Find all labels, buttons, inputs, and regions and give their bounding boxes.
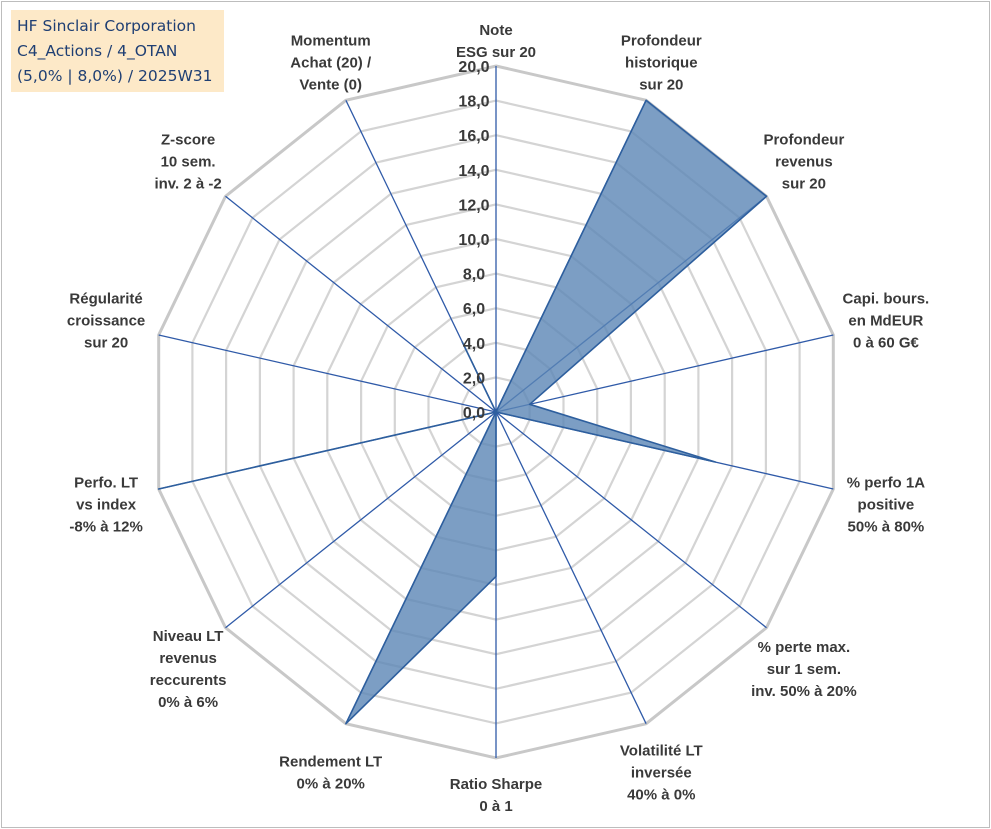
tick-label-1: 2,0 <box>463 370 485 387</box>
title-params: (5,0% | 8,0%) / 2025W31 <box>17 67 213 85</box>
axis-label-9-line-3: 0% à 6% <box>158 694 218 711</box>
axis-label-10-line-1: vs index <box>76 496 137 513</box>
axis-label-4: % perfo 1A positive 50% à 80% <box>847 474 926 535</box>
axis-label-0-line-1: ESG sur 20 <box>456 44 536 61</box>
axis-label-10: Perfo. LT vs index -8% à 12% <box>69 474 142 535</box>
radar-axis-labels: Note ESG sur 20 Profondeur historique sur 20… <box>67 22 929 815</box>
axis-label-2-line-2: sur 20 <box>782 176 826 193</box>
axis-label-6-line-1: inversée <box>631 764 692 781</box>
axis-label-5-line-2: inv. 50% à 20% <box>751 683 857 700</box>
axis-label-12-line-1: 10 sem. <box>161 154 216 171</box>
axis-label-7-line-1: 0 à 1 <box>479 798 512 815</box>
axis-label-11-line-0: Régularité <box>69 291 142 308</box>
axis-label-13: Momentum Achat (20) / Vente (0) <box>290 32 372 93</box>
axis-label-10-line-2: -8% à 12% <box>69 518 142 535</box>
title-company: HF Sinclair Corporation <box>17 17 196 35</box>
tick-label-9: 18,0 <box>458 94 489 111</box>
axis-label-2: Profondeur revenus sur 20 <box>763 132 844 193</box>
tick-label-3: 6,0 <box>463 301 485 318</box>
axis-label-10-line-0: Perfo. LT <box>74 474 138 491</box>
spoke-12 <box>225 195 497 413</box>
axis-label-9-line-2: reccurents <box>150 672 227 689</box>
axis-label-3: Capi. bours. en MdEUR 0 à 60 G€ <box>843 291 930 352</box>
tick-label-0: 0,0 <box>463 405 485 422</box>
axis-label-13-line-1: Achat (20) / <box>290 54 372 71</box>
radar-series <box>157 99 768 725</box>
spoke-3 <box>495 334 834 413</box>
axis-label-9: Niveau LT revenus reccurents 0% à 6% <box>150 628 227 711</box>
axis-label-4-line-1: positive <box>858 496 915 513</box>
tick-label-4: 8,0 <box>463 267 485 284</box>
tick-label-10: 20,0 <box>458 59 489 76</box>
axis-label-5-line-0: % perte max. <box>758 639 851 656</box>
axis-label-2-line-1: revenus <box>775 154 833 171</box>
axis-label-6-line-0: Volatilité LT <box>620 742 703 759</box>
tick-label-8: 16,0 <box>458 128 489 145</box>
axis-label-12: Z-score 10 sem. inv. 2 à -2 <box>154 132 221 193</box>
spoke-6 <box>495 411 647 724</box>
chart-title-box: HF Sinclair Corporation C4_Actions / 4_O… <box>11 10 224 92</box>
axis-label-5-line-1: sur 1 sem. <box>767 661 841 678</box>
axis-label-12-line-0: Z-score <box>161 132 215 149</box>
spoke-11 <box>158 334 497 413</box>
axis-label-2-line-0: Profondeur <box>763 132 844 149</box>
axis-label-1: Profondeur historique sur 20 <box>621 32 702 93</box>
axis-label-7-line-0: Ratio Sharpe <box>450 776 543 793</box>
axis-label-11: Régularité croissance sur 20 <box>67 291 145 352</box>
axis-label-3-line-0: Capi. bours. <box>843 291 930 308</box>
tick-label-2: 4,0 <box>463 336 485 353</box>
axis-label-3-line-1: en MdEUR <box>848 313 923 330</box>
axis-label-6: Volatilité LT inversée 40% à 0% <box>620 742 703 803</box>
tick-label-5: 10,0 <box>458 232 489 249</box>
tick-label-7: 14,0 <box>458 163 489 180</box>
axis-label-1-line-2: sur 20 <box>639 76 683 93</box>
axis-label-6-line-2: 40% à 0% <box>627 786 695 803</box>
axis-label-1-line-0: Profondeur <box>621 32 702 49</box>
spoke-9 <box>225 411 497 629</box>
spoke-5 <box>495 411 767 629</box>
axis-label-7: Ratio Sharpe 0 à 1 <box>450 776 543 815</box>
radar-tick-labels: 0,0 2,0 4,0 6,0 8,0 10,0 12,0 14,0 16,0 18,0 20,0 <box>458 59 489 422</box>
axis-label-9-line-0: Niveau LT <box>153 628 224 645</box>
axis-label-12-line-2: inv. 2 à -2 <box>154 176 221 193</box>
axis-label-4-line-2: 50% à 80% <box>848 518 925 535</box>
axis-label-11-line-2: sur 20 <box>84 335 128 352</box>
title-category: C4_Actions / 4_OTAN <box>17 42 178 60</box>
axis-label-9-line-1: revenus <box>159 650 217 667</box>
axis-label-0-line-0: Note <box>479 22 512 39</box>
axis-label-8-line-1: 0% à 20% <box>297 775 365 792</box>
axis-label-4-line-0: % perfo 1A <box>847 474 926 491</box>
tick-label-6: 12,0 <box>458 197 489 214</box>
axis-label-1-line-1: historique <box>625 54 698 71</box>
axis-label-5: % perte max. sur 1 sem. inv. 50% à 20% <box>751 639 857 700</box>
axis-label-8: Rendement LT 0% à 20% <box>279 753 382 792</box>
axis-label-13-line-2: Vente (0) <box>299 76 362 93</box>
axis-label-3-line-2: 0 à 60 G€ <box>853 335 920 352</box>
axis-label-0: Note ESG sur 20 <box>456 22 536 61</box>
axis-label-11-line-1: croissance <box>67 313 145 330</box>
axis-label-13-line-0: Momentum <box>291 32 371 49</box>
axis-label-8-line-0: Rendement LT <box>279 753 382 770</box>
